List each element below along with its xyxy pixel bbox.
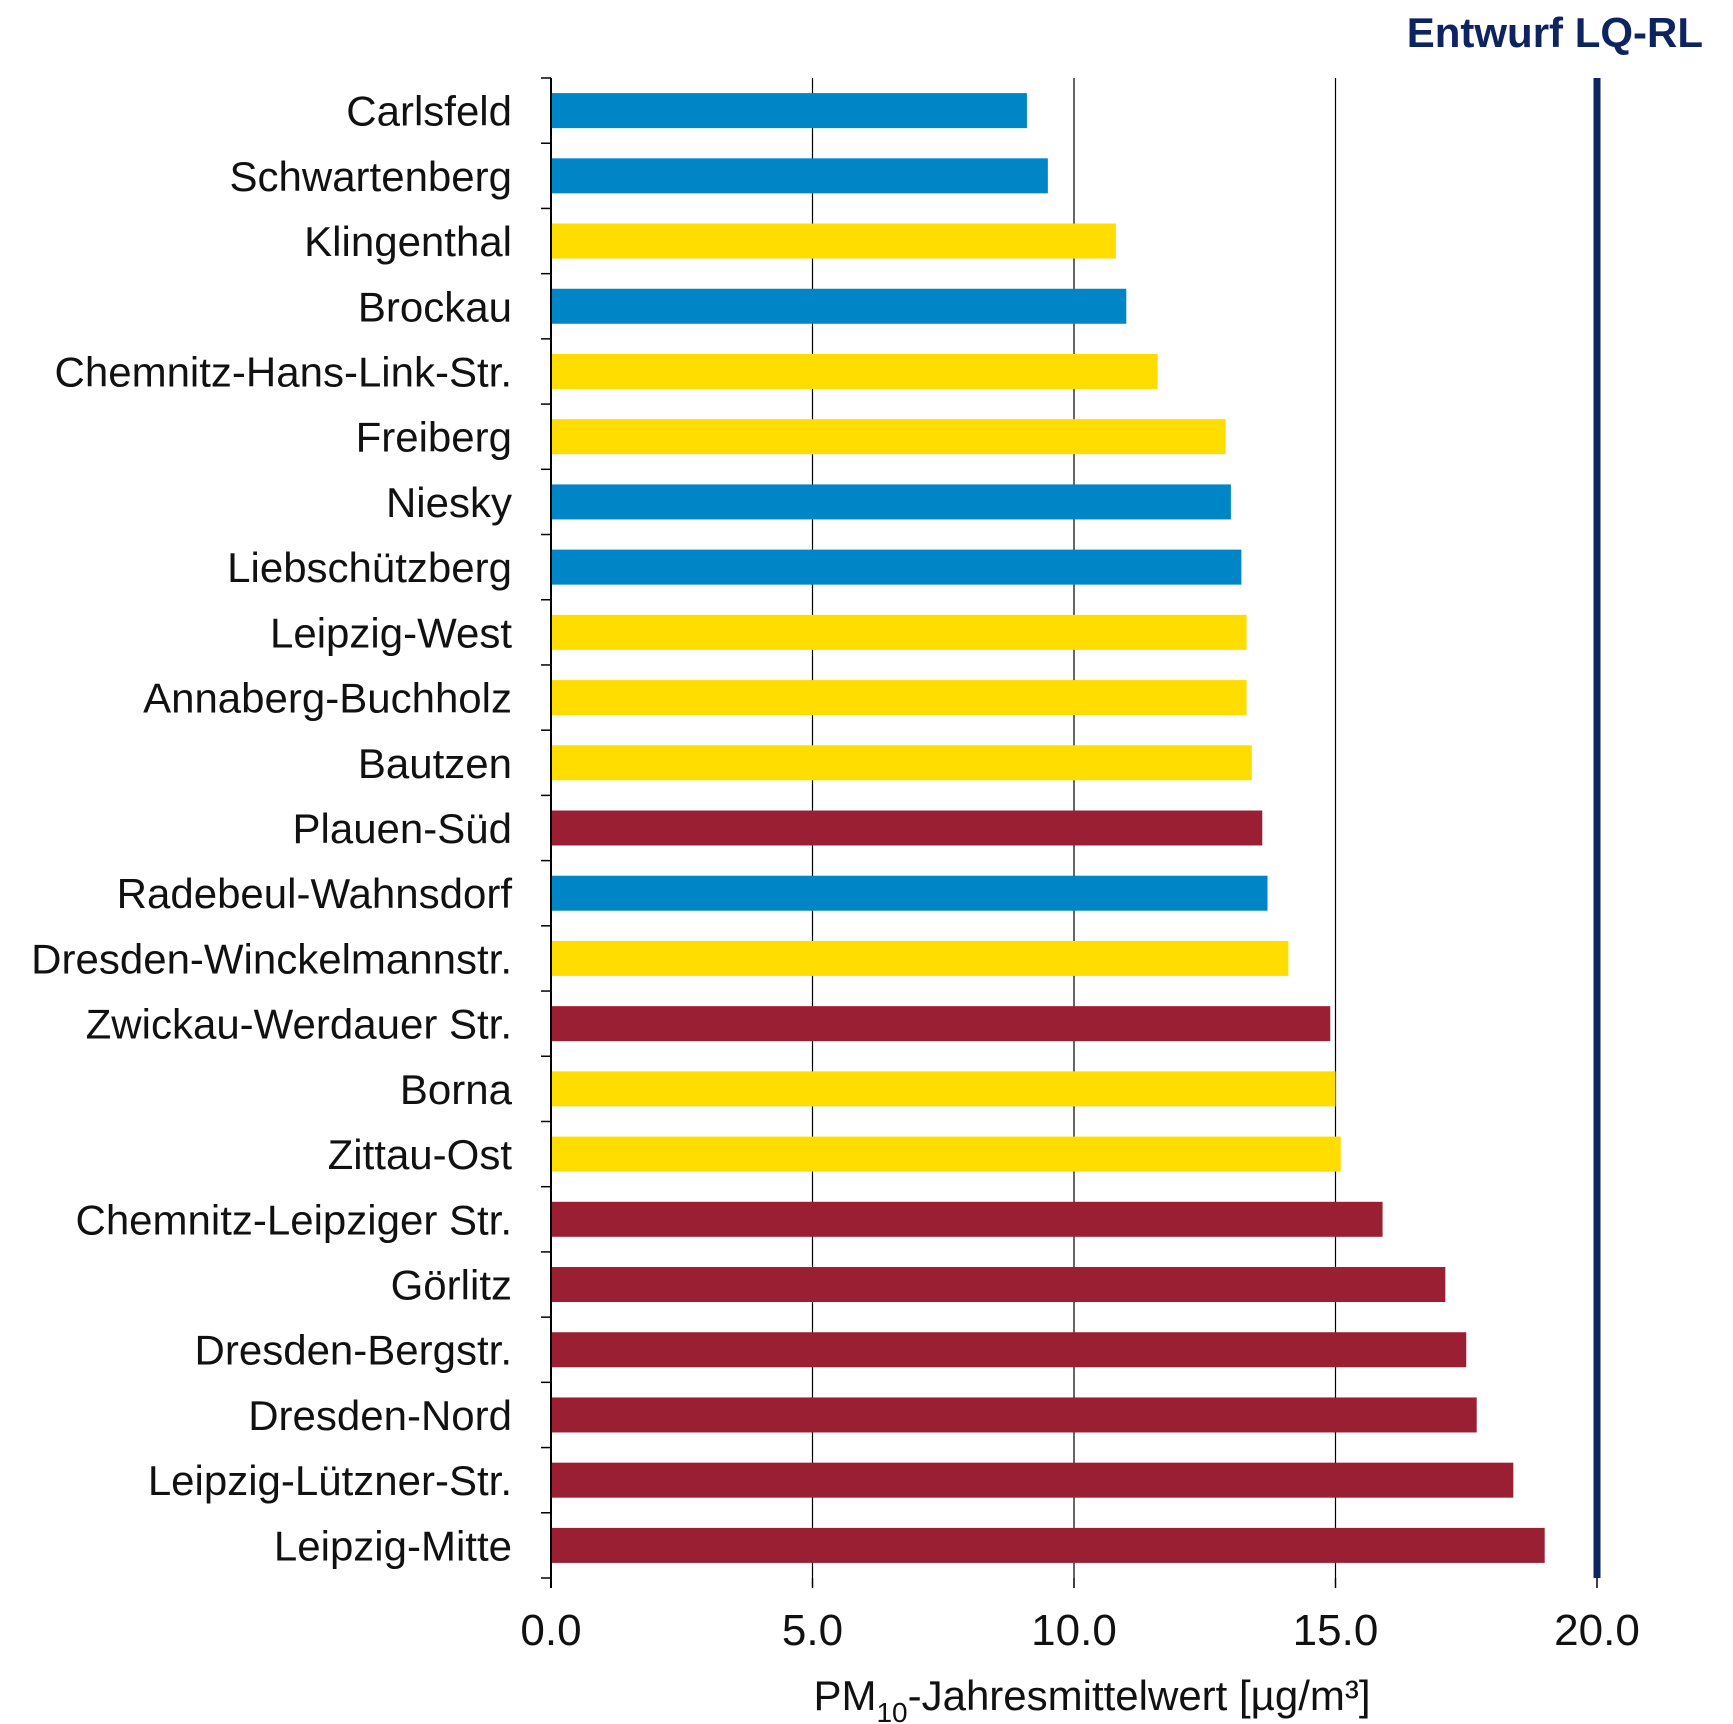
- bar: [551, 549, 1242, 585]
- draft-badge: Entwurf LQ-RL: [1407, 9, 1703, 56]
- bar: [551, 93, 1027, 129]
- category-label: Bautzen: [358, 740, 512, 787]
- x-axis-title-subscript: 10: [876, 1697, 907, 1724]
- bar: [551, 158, 1048, 194]
- category-label: Borna: [400, 1066, 513, 1113]
- bar: [551, 1006, 1331, 1042]
- category-label: Plauen-Süd: [293, 805, 513, 852]
- bar: [551, 353, 1158, 389]
- bar: [551, 940, 1289, 976]
- bar: [551, 223, 1116, 259]
- bar: [551, 745, 1252, 781]
- bar: [551, 875, 1268, 911]
- x-tick-labels: 0.0 5.0 10.0 15.0 20.0: [520, 1606, 1639, 1655]
- category-label: Liebschützberg: [227, 544, 512, 591]
- category-label: Zwickau-Werdauer Str.: [86, 1001, 512, 1048]
- category-label: Leipzig-Lützner-Str.: [148, 1457, 512, 1504]
- category-label: Görlitz: [391, 1262, 512, 1309]
- category-label: Leipzig-West: [270, 609, 512, 656]
- category-label: Leipzig-Mitte: [274, 1522, 512, 1569]
- category-label: Schwartenberg: [230, 153, 513, 200]
- category-label: Brockau: [358, 283, 512, 330]
- category-label: Freiberg: [356, 414, 512, 461]
- bar: [551, 1136, 1341, 1172]
- bar: [551, 614, 1247, 650]
- category-label: Dresden-Nord: [248, 1392, 512, 1439]
- category-label: Niesky: [386, 479, 512, 526]
- bar: [551, 810, 1263, 846]
- category-label: Radebeul-Wahnsdorf: [117, 870, 513, 917]
- category-label: Annaberg-Buchholz: [143, 675, 512, 722]
- bar: [551, 1332, 1467, 1368]
- x-tick-label: 15.0: [1293, 1606, 1379, 1655]
- x-tick-label: 20.0: [1554, 1606, 1640, 1655]
- bar: [551, 1071, 1336, 1107]
- bar: [551, 1462, 1514, 1498]
- bar: [551, 288, 1127, 324]
- bar: [551, 680, 1247, 716]
- axes: [541, 77, 1601, 1588]
- bar: [551, 484, 1231, 520]
- bar: [551, 1397, 1477, 1433]
- x-tick-label: 10.0: [1031, 1606, 1117, 1655]
- category-label: Carlsfeld: [346, 88, 512, 135]
- bar: [551, 419, 1226, 455]
- category-label: Chemnitz-Leipziger Str.: [75, 1196, 512, 1243]
- category-label: Klingenthal: [304, 218, 512, 265]
- x-tick-label: 5.0: [782, 1606, 843, 1655]
- bar: [551, 1201, 1383, 1237]
- category-label: Chemnitz-Hans-Link-Str.: [55, 348, 512, 395]
- bar: [551, 1267, 1446, 1303]
- bar: [551, 1527, 1545, 1563]
- category-labels: Carlsfeld Schwartenberg Klingenthal Brockau…: [31, 88, 512, 1570]
- x-tick-label: 0.0: [520, 1606, 581, 1655]
- category-label: Zittau-Ost: [328, 1131, 513, 1178]
- bars: [551, 93, 1545, 1563]
- x-axis-title: PM10-Jahresmittelwert [µg/m³]: [813, 1672, 1370, 1724]
- category-label: Dresden-Winckelmannstr.: [31, 935, 512, 982]
- category-label: Dresden-Bergstr.: [195, 1327, 512, 1374]
